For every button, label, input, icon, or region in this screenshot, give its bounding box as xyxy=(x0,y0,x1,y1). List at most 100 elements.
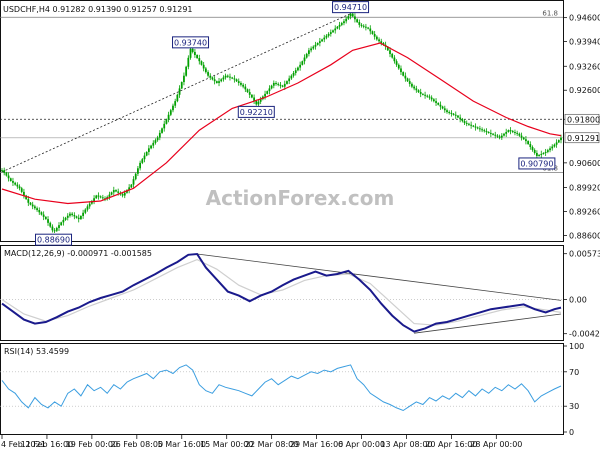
candle-body xyxy=(533,149,536,153)
candle-body xyxy=(542,152,545,154)
candle-body xyxy=(51,226,54,231)
candle-body xyxy=(154,140,157,143)
candle-body xyxy=(437,102,440,105)
candle-body xyxy=(417,90,420,93)
candle-body xyxy=(332,30,334,33)
candle-body xyxy=(75,216,78,218)
current-price-label: 0.91291 xyxy=(567,134,600,143)
candle-body xyxy=(454,114,457,116)
price-axis-label: 0.89260 xyxy=(569,207,600,216)
macd-axis-label: -0.004261 xyxy=(569,330,600,339)
candle-body xyxy=(55,227,58,231)
candle-body xyxy=(535,152,538,156)
candle-body xyxy=(321,39,323,42)
macd-pane-frame xyxy=(0,245,564,341)
candle-body xyxy=(277,83,280,85)
candle-body xyxy=(253,97,255,101)
level-price-label: 0.91800 xyxy=(567,115,600,124)
macd-axis-label: 0.00 xyxy=(569,296,587,305)
candle-body xyxy=(163,123,166,129)
candle-body xyxy=(29,202,32,205)
candle-body xyxy=(233,78,236,80)
candle-body xyxy=(452,113,455,115)
candle-body xyxy=(457,115,459,118)
candle-body xyxy=(143,155,146,160)
price-axis-label: 0.89920 xyxy=(569,184,600,193)
candle-body xyxy=(476,127,479,129)
candle-body xyxy=(191,48,194,52)
candle-body xyxy=(42,214,45,217)
candle-body xyxy=(53,230,56,232)
candle-body xyxy=(308,50,310,54)
rsi-pane-frame xyxy=(0,343,564,435)
candle-body xyxy=(246,89,249,93)
price-callout-box xyxy=(237,105,275,118)
candle-body xyxy=(522,137,525,140)
x-axis-label: 4 Feb 2021 xyxy=(1,440,46,449)
candle-body xyxy=(483,130,486,132)
price-callout-label: 0.88690 xyxy=(37,236,70,245)
x-axis-label: 22 Mar 08:00 xyxy=(245,440,298,449)
candle-body xyxy=(393,57,396,62)
candle-body xyxy=(145,151,148,156)
candle-body xyxy=(511,131,514,133)
candle-body xyxy=(286,81,288,84)
candle-body xyxy=(224,75,227,78)
candle-body xyxy=(62,219,65,223)
rsi-axis-label: 0 xyxy=(569,428,574,437)
candle-body xyxy=(220,79,223,82)
candle-body xyxy=(123,192,126,196)
candle-body xyxy=(9,178,12,182)
candle-body xyxy=(472,125,475,127)
candle-body xyxy=(183,75,185,83)
candle-body xyxy=(373,33,376,37)
macd-axis-label: 0.005739 xyxy=(569,250,600,259)
candle-body xyxy=(391,53,394,58)
candle-body xyxy=(402,72,405,76)
candle-body xyxy=(406,78,409,82)
candle-body xyxy=(248,92,251,95)
candle-body xyxy=(443,108,446,111)
candle-body xyxy=(20,188,23,192)
candle-body xyxy=(7,175,10,179)
candle-body xyxy=(463,121,466,123)
fib-level-label: 61.8 xyxy=(542,9,558,17)
candle-body xyxy=(553,144,556,147)
x-axis-label: 20 Apr 16:00 xyxy=(425,440,477,449)
candle-body xyxy=(450,112,453,114)
candle-body xyxy=(86,206,89,210)
candle-body xyxy=(351,13,354,17)
candle-body xyxy=(49,222,52,227)
candle-body xyxy=(95,195,98,199)
candle-body xyxy=(266,91,269,94)
candle-body xyxy=(518,133,521,136)
candle-body xyxy=(411,83,413,87)
candle-body xyxy=(202,64,205,69)
candle-body xyxy=(509,130,512,132)
candle-body xyxy=(117,191,120,193)
candle-body xyxy=(505,131,508,134)
candle-body xyxy=(367,27,369,29)
candle-body xyxy=(141,159,144,163)
chart-header: USDCHF,H4 0.91282 0.91390 0.91257 0.9129… xyxy=(3,5,193,14)
candle-body xyxy=(343,21,345,24)
candle-body xyxy=(397,64,400,69)
price-callout-label: 0.93740 xyxy=(174,38,207,47)
candle-body xyxy=(478,128,481,130)
candle-body xyxy=(430,97,433,100)
ohlc-open: 0.91282 xyxy=(53,5,86,14)
candle-body xyxy=(167,114,170,120)
candle-body xyxy=(371,31,374,34)
candle-body xyxy=(428,96,431,98)
candle-body xyxy=(514,131,516,133)
x-axis-label: 5 Mar 16:00 xyxy=(158,440,206,449)
candle-body xyxy=(419,92,422,94)
price-axis-label: 0.90600 xyxy=(569,159,600,168)
candle-body xyxy=(360,24,363,26)
candle-body xyxy=(222,77,225,80)
candle-body xyxy=(147,148,150,152)
candle-body xyxy=(525,139,527,142)
candle-body xyxy=(268,88,271,92)
ohlc-low: 0.91257 xyxy=(124,5,157,14)
current-price-tag xyxy=(564,132,600,144)
